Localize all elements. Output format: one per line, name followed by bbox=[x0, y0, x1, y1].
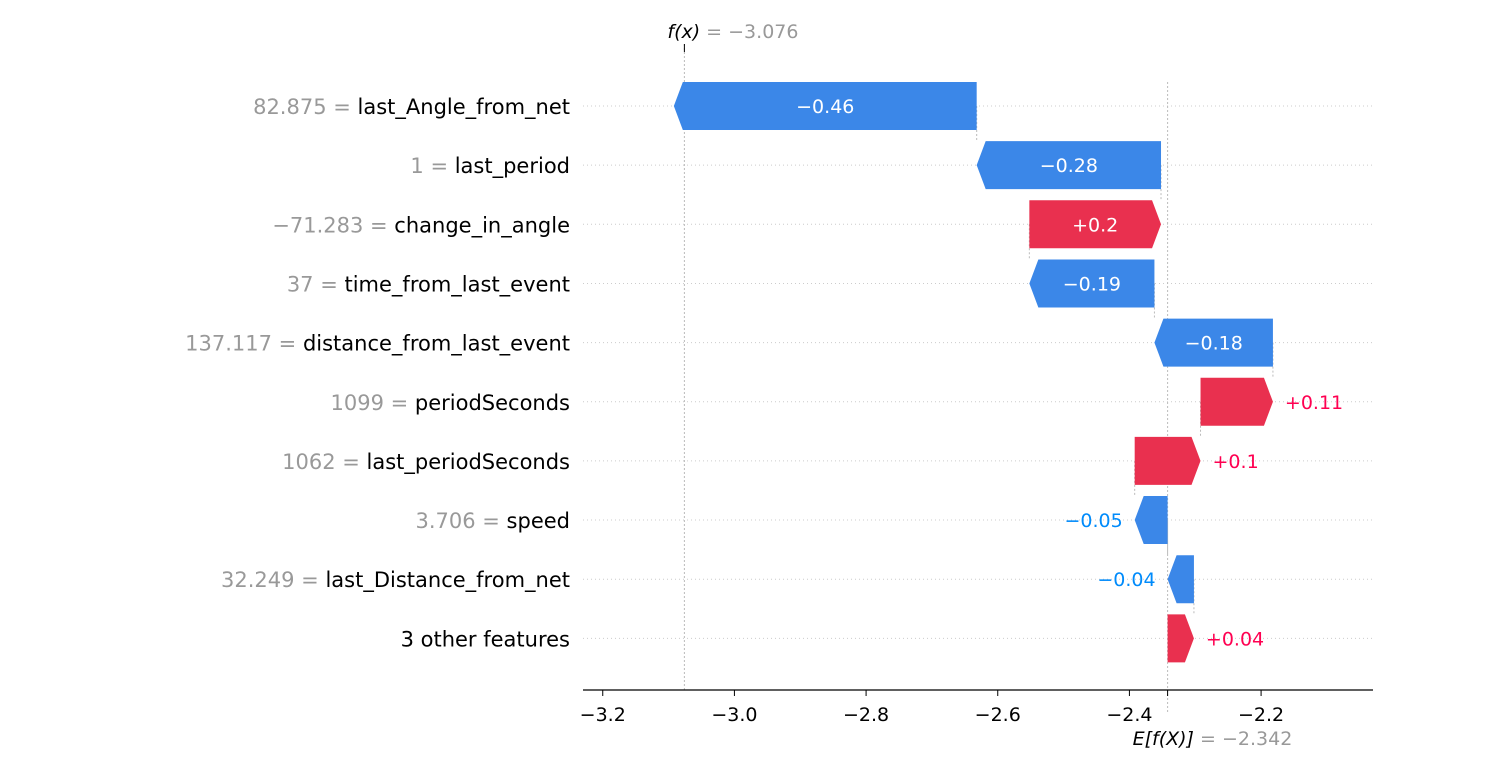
feature-name: last_Angle_from_net bbox=[358, 95, 570, 120]
x-tick-label: −3.0 bbox=[711, 704, 757, 726]
feature-name: last_Distance_from_net bbox=[325, 568, 570, 593]
feature-labels: −0.46 82.875 = last_Angle_from_net −0.28 1 … bbox=[185, 95, 1343, 651]
bar-value-label: +0.2 bbox=[1072, 214, 1118, 236]
x-tick-label: −2.8 bbox=[843, 704, 889, 726]
annotations: E[f(X)] = −2.342 f(x) = −3.076 bbox=[667, 21, 1292, 750]
x-tick-label: −3.2 bbox=[580, 704, 626, 726]
fx-label-value: = −3.076 bbox=[700, 21, 798, 43]
fx-label: f(x) = −3.076 bbox=[667, 21, 798, 43]
feature-value: 32.249 = bbox=[221, 568, 325, 592]
efx-label: E[f(X)] = −2.342 bbox=[1133, 728, 1293, 750]
feature-label: 3.706 = speed bbox=[415, 509, 570, 533]
bar bbox=[1029, 259, 1155, 308]
feature-value: 1 = bbox=[410, 154, 454, 178]
bar-value-label: −0.46 bbox=[796, 96, 854, 118]
feature-label: −71.283 = change_in_angle bbox=[272, 213, 570, 238]
reference-lines bbox=[683, 44, 1274, 712]
bar-value-label: −0.04 bbox=[1097, 569, 1155, 591]
feature-name: last_periodSeconds bbox=[367, 450, 571, 475]
feature-label: 1 = last_period bbox=[410, 154, 570, 179]
bar bbox=[1134, 436, 1201, 485]
feature-name: change_in_angle bbox=[394, 213, 570, 238]
feature-value: 37 = bbox=[287, 272, 345, 296]
feature-value: 82.875 = bbox=[253, 95, 357, 119]
feature-label: 82.875 = last_Angle_from_net bbox=[253, 95, 570, 120]
bar bbox=[1167, 614, 1194, 663]
bar-value-label: −0.18 bbox=[1185, 333, 1243, 355]
efx-label-main: E[f(X)] bbox=[1133, 728, 1194, 750]
feature-name: 3 other features bbox=[401, 627, 570, 651]
bars bbox=[673, 82, 1273, 663]
feature-value: 1062 = bbox=[282, 450, 366, 474]
feature-value: −71.283 = bbox=[272, 213, 394, 237]
feature-name: distance_from_last_event bbox=[303, 332, 570, 357]
bar bbox=[976, 141, 1162, 190]
bar bbox=[673, 82, 977, 130]
bar-value-label: −0.19 bbox=[1063, 273, 1121, 295]
feature-name: speed bbox=[507, 509, 570, 533]
bar-value-label: +0.04 bbox=[1206, 628, 1264, 650]
fx-label-main: f(x) bbox=[667, 21, 700, 43]
feature-name: time_from_last_event bbox=[344, 272, 570, 297]
feature-label: 32.249 = last_Distance_from_net bbox=[221, 568, 570, 593]
feature-label: 1062 = last_periodSeconds bbox=[282, 450, 570, 475]
x-tick-label: −2.6 bbox=[975, 704, 1021, 726]
feature-label: 137.117 = distance_from_last_event bbox=[185, 332, 570, 357]
feature-label: 3 other features bbox=[401, 627, 570, 651]
bar bbox=[1029, 200, 1162, 249]
bar bbox=[1200, 377, 1273, 426]
bar-value-label: +0.1 bbox=[1213, 451, 1259, 473]
feature-value: 3.706 = bbox=[415, 509, 506, 533]
feature-value: 137.117 = bbox=[185, 332, 303, 356]
bar bbox=[1167, 555, 1194, 604]
feature-name: last_period bbox=[455, 154, 570, 179]
bar bbox=[1154, 318, 1273, 367]
bar-value-label: −0.28 bbox=[1040, 155, 1098, 177]
bar-value-label: −0.05 bbox=[1064, 510, 1122, 532]
x-axis: −3.2 −3.0 −2.8 −2.6 −2.4 −2.2 bbox=[580, 689, 1373, 726]
x-tick-label: −2.2 bbox=[1238, 704, 1284, 726]
bar bbox=[1134, 496, 1168, 545]
x-tick-label: −2.4 bbox=[1106, 704, 1152, 726]
feature-value: 1099 = bbox=[330, 391, 414, 415]
efx-label-value: = −2.342 bbox=[1194, 728, 1292, 750]
feature-label: 1099 = periodSeconds bbox=[330, 391, 570, 415]
row-gridlines bbox=[583, 105, 1373, 639]
bar-value-label: +0.11 bbox=[1285, 392, 1343, 414]
feature-label: 37 = time_from_last_event bbox=[287, 272, 570, 297]
feature-name: periodSeconds bbox=[415, 391, 570, 415]
